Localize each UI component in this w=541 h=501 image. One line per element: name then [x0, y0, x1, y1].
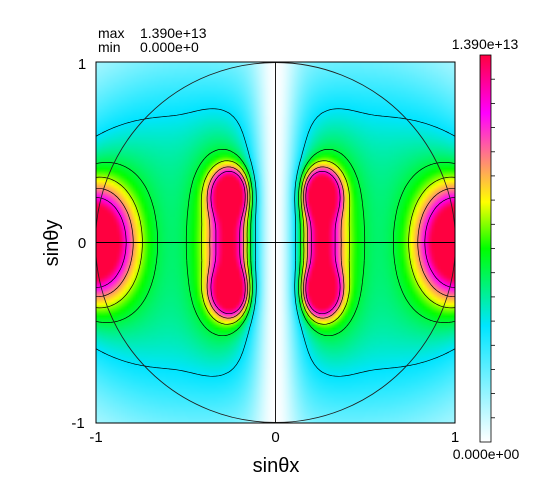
colorbar-gradient: [480, 55, 491, 442]
plot-frame: [95, 61, 456, 424]
min-value: 0.000e+0: [140, 39, 199, 55]
plot-area: [95, 61, 456, 424]
x-tick-label: -1: [89, 429, 102, 446]
y-tick-label: 1: [78, 56, 86, 73]
contour-line: [96, 148, 455, 337]
colorbar: 1.390e+13 0.000e+00: [452, 36, 520, 462]
colorbar-ticks: [491, 78, 495, 419]
contour-line: [96, 166, 455, 319]
contour-line: [96, 108, 455, 377]
x-tick-label: 1: [451, 429, 459, 446]
y-tick-label: -1: [71, 415, 84, 432]
max-value: 1.390e+13: [140, 25, 207, 41]
y-tick-label: 0: [78, 235, 86, 252]
colorbar-min-label: 0.000e+00: [453, 446, 520, 462]
y-axis-title: sinθy: [41, 220, 63, 267]
colorbar-max-label: 1.390e+13: [452, 36, 519, 52]
x-axis-title: sinθx: [253, 455, 300, 477]
max-label: max: [98, 25, 124, 41]
min-label: min: [98, 39, 121, 55]
contour-line: [96, 160, 455, 325]
contour-line: [96, 170, 455, 315]
x-tick-label: 0: [271, 429, 279, 446]
